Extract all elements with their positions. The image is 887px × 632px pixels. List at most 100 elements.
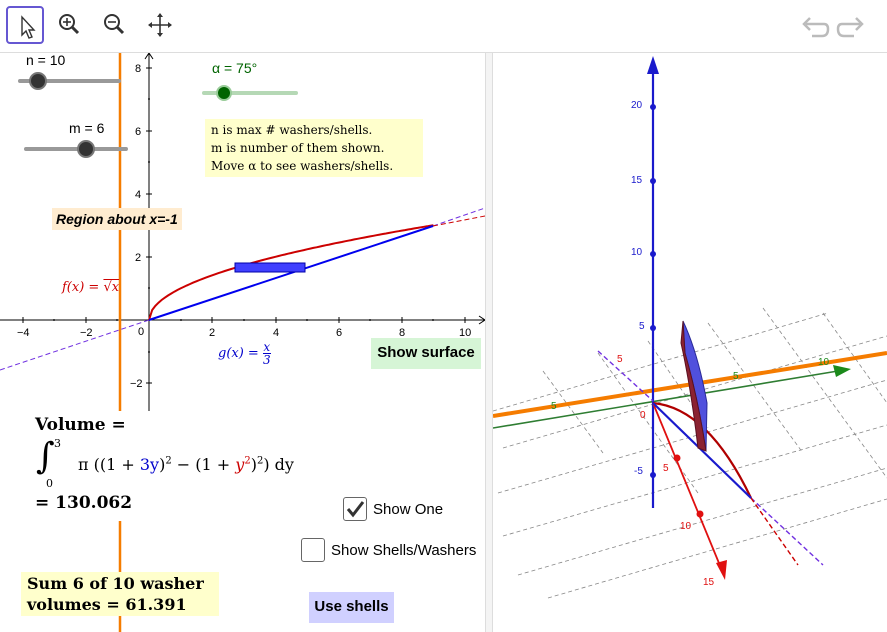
info-line: Move α to see washers/shells. <box>211 159 394 173</box>
integrand-part: ) <box>250 455 257 474</box>
x-tick-label: 8 <box>399 327 405 339</box>
f-label-name: f(x) = <box>62 280 104 295</box>
x-tick-label: 6 <box>336 327 342 339</box>
3d-washer-red-face <box>680 320 707 452</box>
n-slider-handle[interactable] <box>29 72 47 90</box>
volume-formula: Volume = ∫ 3 0 π ((1 + 3y)2 − (1 + y2)2)… <box>0 411 340 521</box>
graphics-2d-canvas[interactable]: −4 −2 0 2 4 6 8 10 8 6 4 2 −2 <box>0 53 485 632</box>
move-arrows-icon <box>148 13 172 37</box>
x-axis-ticks <box>22 317 466 323</box>
show-one-checkbox[interactable] <box>343 497 367 521</box>
y-tick-label: 2 <box>135 252 141 264</box>
sum-line: Sum 6 of 10 washer <box>27 574 204 593</box>
x-axis-arrow <box>478 315 485 325</box>
m-slider-handle[interactable] <box>77 140 95 158</box>
y-axis-arrow <box>144 53 154 60</box>
3d-g-extension-dashed <box>597 350 654 402</box>
show-shells-washers-checkbox[interactable] <box>301 538 325 562</box>
volume-result: = 130.062 <box>35 493 133 513</box>
alpha-slider-track[interactable] <box>202 91 298 95</box>
y3d-tick-label: 5 <box>733 371 739 382</box>
integrand-red-exp: 2 <box>244 455 251 467</box>
info-line: m is number of them shown. <box>211 141 385 155</box>
x-tick-label: 0 <box>138 326 144 338</box>
3d-g-line <box>652 402 752 499</box>
m-slider-track[interactable] <box>24 147 128 151</box>
g-function-label: g(x) = x 3 <box>218 341 271 366</box>
f-extension-dashed <box>432 215 485 227</box>
integrand-blue: 3y <box>139 455 160 474</box>
g-line[interactable] <box>148 225 434 321</box>
integral-sign-icon: ∫ <box>36 436 55 477</box>
integrand-exp: 2 <box>165 455 172 467</box>
x-tick-label: −4 <box>17 327 30 339</box>
show-shells-washers-label[interactable]: Show Shells/Washers <box>331 542 477 559</box>
integrand-red: y <box>235 455 245 474</box>
redo-icon <box>836 17 864 38</box>
z-axis-points <box>650 104 656 478</box>
f-function-label: f(x) = √x <box>62 280 119 295</box>
graphics-view-3d[interactable]: 20 15 10 5 -5 5 10 15 0 5 5 5 10 <box>493 53 887 632</box>
g-label-name: g(x) = <box>218 346 263 361</box>
y-tick-label: 6 <box>135 126 141 138</box>
x3d-tick-label: 5 <box>663 463 669 474</box>
3d-f-extension-dashed <box>750 497 799 566</box>
3d-z-axis-arrow <box>647 56 659 74</box>
instructions-box: n is max # washers/shells. m is number o… <box>205 119 423 177</box>
view-divider[interactable] <box>485 53 493 632</box>
arrow-cursor-icon <box>21 15 36 39</box>
washer-rectangle[interactable] <box>234 262 306 273</box>
z-tick-label: 5 <box>639 321 645 332</box>
zoom-in-tool-button[interactable] <box>50 6 88 44</box>
z-tick-label: -5 <box>634 466 643 477</box>
integrand-part: ((1 + <box>93 455 140 474</box>
g-extension-dashed <box>432 207 485 227</box>
alpha-slider-label: α = 75° <box>212 60 258 76</box>
zoom-in-icon <box>59 14 80 35</box>
show-one-label[interactable]: Show One <box>373 501 444 518</box>
graphics-view-2d[interactable]: −4 −2 0 2 4 6 8 10 8 6 4 2 −2 n = 10 <box>0 53 485 632</box>
undo-button[interactable] <box>800 12 830 42</box>
move-tool-button[interactable] <box>6 6 44 44</box>
n-slider-track[interactable] <box>18 79 121 83</box>
integrand-part: − (1 + <box>171 455 236 474</box>
y3d-tick-label: 5 <box>551 401 557 412</box>
toolbar <box>0 0 887 53</box>
y-tick-label: −2 <box>130 378 143 390</box>
x3d-tick-label: 10 <box>680 521 692 532</box>
redo-button[interactable] <box>836 12 866 42</box>
move-graphics-tool-button[interactable] <box>141 6 179 44</box>
3d-g-extension-dashed <box>750 497 824 566</box>
integrand-exp: 2 <box>256 455 264 467</box>
g-extension-dashed <box>0 319 150 371</box>
y-tick-label: 4 <box>135 189 141 201</box>
n-slider-label: n = 10 <box>26 53 66 68</box>
alpha-slider-handle[interactable] <box>216 85 232 101</box>
z-tick-label: 15 <box>631 175 643 186</box>
volume-title: Volume = <box>35 415 126 435</box>
integrand-part: ) dy <box>263 455 294 474</box>
x-tick-label: −2 <box>80 327 93 339</box>
use-shells-button[interactable]: Use shells <box>309 592 394 623</box>
y3d-tick-label: 10 <box>818 357 830 368</box>
region-label: Region about x=-1 <box>52 208 182 230</box>
x-axis-points <box>673 454 704 518</box>
3d-y-axis-arrow <box>833 365 851 377</box>
integral-lower-bound: 0 <box>46 477 53 490</box>
m-slider-label: m = 6 <box>69 120 105 136</box>
3d-y-axis <box>493 370 839 429</box>
show-surface-button[interactable]: Show surface <box>371 338 481 369</box>
y-tick-label: 8 <box>135 63 141 75</box>
graphics-3d-canvas[interactable]: 20 15 10 5 -5 5 10 15 0 5 5 5 10 <box>493 53 887 632</box>
f-curve[interactable] <box>148 224 434 321</box>
sum-volumes-box: Sum 6 of 10 washer volumes = 61.391 <box>21 572 219 616</box>
x-tick-label: 10 <box>459 327 471 339</box>
g-label-num: x <box>262 340 271 354</box>
zoom-out-tool-button[interactable] <box>95 6 133 44</box>
info-line: n is max # washers/shells. <box>211 123 373 137</box>
integral-upper-bound: 3 <box>54 437 61 450</box>
pi-symbol: π <box>78 455 89 474</box>
undo-icon <box>802 17 830 38</box>
integrand: π ((1 + 3y)2 − (1 + y2)2) dy <box>78 455 294 474</box>
zoom-out-icon <box>104 14 125 35</box>
